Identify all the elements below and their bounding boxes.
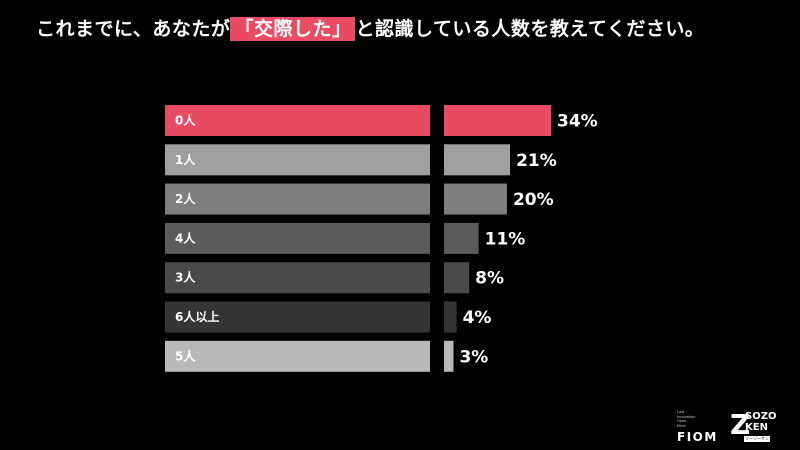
value-label: 3% xyxy=(459,347,488,367)
category-bar xyxy=(165,144,430,176)
fiom-line-2: Innovation xyxy=(677,414,696,419)
title-before: これまでに、あなたが xyxy=(36,18,231,40)
zk-sozo: SOZO xyxy=(745,411,777,422)
value-label: 21% xyxy=(516,151,557,171)
zk-z-mark: Z xyxy=(730,408,751,441)
category-label: 6人以上 xyxy=(175,309,219,324)
category-label: 0人 xyxy=(175,113,196,128)
fiom-line-1: Last xyxy=(677,410,685,414)
fiom-line-4: Mind xyxy=(677,423,686,428)
fiom-wordmark: FIOM xyxy=(677,430,718,444)
value-label: 20% xyxy=(513,190,554,210)
value-bar xyxy=(444,105,551,136)
category-label: 3人 xyxy=(175,270,196,285)
category-label: 5人 xyxy=(175,348,196,363)
category-label: 2人 xyxy=(175,191,196,206)
fiom-line-3: Open xyxy=(677,419,687,423)
fiom-logo: Last Innovation Open Mind FIOM xyxy=(677,410,719,444)
category-bar xyxy=(165,105,430,136)
value-label: 8% xyxy=(475,269,504,289)
category-bar xyxy=(165,301,430,333)
sozo-ken-logo: Z SOZO KEN ソーゾーケン xyxy=(730,408,776,444)
zk-ken: KEN xyxy=(745,422,768,433)
value-label: 11% xyxy=(485,229,526,249)
value-bar xyxy=(444,222,479,254)
category-label: 1人 xyxy=(175,152,196,167)
title-after: と認識している人数を教えてください。 xyxy=(355,18,705,40)
category-bar xyxy=(165,262,430,294)
value-bar xyxy=(444,340,454,372)
category-bar xyxy=(165,183,430,215)
page-title: これまでに、あなたが 「交際した」 と認識している人数を教えてください。 xyxy=(36,14,704,41)
category-bar xyxy=(165,222,430,254)
title-highlight: 「交際した」 xyxy=(230,17,356,41)
zk-tagline: ソーゾーケン xyxy=(744,436,770,442)
category-bar xyxy=(165,340,430,372)
category-label: 4人 xyxy=(175,230,196,245)
value-bar xyxy=(444,144,511,176)
value-label: 4% xyxy=(463,308,492,328)
value-bar xyxy=(444,262,470,294)
value-label: 34% xyxy=(557,112,598,132)
value-bar xyxy=(444,183,507,215)
value-bar xyxy=(444,301,457,333)
